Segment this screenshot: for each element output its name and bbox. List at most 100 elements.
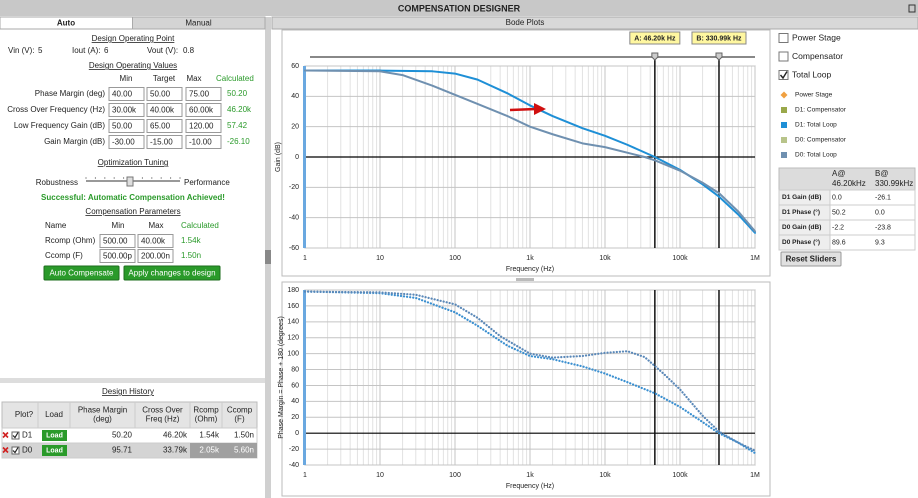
section-title: Design Operating Point bbox=[92, 34, 175, 43]
row-label: Cross Over Frequency (Hz) bbox=[7, 105, 105, 114]
input-value-box[interactable] bbox=[108, 135, 145, 149]
y-tick-label: -40 bbox=[289, 462, 299, 469]
bode-header bbox=[271, 16, 918, 30]
tab[interactable] bbox=[132, 16, 266, 30]
input-value-box[interactable] bbox=[108, 119, 145, 133]
splitter-handle[interactable] bbox=[265, 250, 271, 264]
checkbox[interactable] bbox=[778, 33, 789, 43]
input-value-box[interactable] bbox=[185, 119, 222, 133]
y-tick-label: -20 bbox=[289, 446, 299, 453]
x-axis-label: Frequency (Hz) bbox=[506, 483, 554, 490]
input-value-box[interactable] bbox=[137, 249, 174, 263]
x-tick-label: 1M bbox=[750, 472, 760, 479]
slider-thumb[interactable] bbox=[126, 176, 134, 187]
legend-marker bbox=[781, 137, 787, 143]
input-value: -30.00 bbox=[112, 138, 135, 147]
plot-name: D1 bbox=[22, 431, 33, 440]
column-header: (F) bbox=[234, 415, 245, 424]
button-label: Apply changes to design bbox=[128, 269, 215, 278]
plot-name: D0 bbox=[22, 446, 33, 455]
y-tick-label: 160 bbox=[287, 303, 299, 310]
input-value: 30.00k bbox=[112, 106, 137, 115]
legend-marker bbox=[781, 122, 787, 128]
row-label: Phase Margin (deg) bbox=[35, 89, 106, 98]
summary-value: 0.0 bbox=[875, 209, 885, 216]
summary-value: 0.0 bbox=[832, 194, 842, 201]
input-value: 40.00k bbox=[150, 106, 175, 115]
y-tick-label: 100 bbox=[287, 350, 299, 357]
input-value-box[interactable] bbox=[99, 234, 136, 248]
history-value: 1.54k bbox=[199, 431, 220, 440]
button-label: Auto Compensate bbox=[49, 269, 114, 278]
checkbox[interactable] bbox=[778, 70, 789, 80]
input-value-box[interactable] bbox=[185, 135, 222, 149]
y-tick-label: 180 bbox=[287, 287, 299, 294]
x-tick-label: 1k bbox=[526, 472, 534, 479]
column-header: Calculated bbox=[216, 74, 254, 83]
input-value-box[interactable] bbox=[185, 103, 222, 117]
bode-title: Bode Plots bbox=[506, 18, 545, 27]
reset-button[interactable] bbox=[780, 251, 842, 267]
slider-right-label: Performance bbox=[184, 178, 230, 187]
column-header: Target bbox=[153, 74, 176, 83]
cursor-label: B: 330.99k Hz bbox=[696, 35, 742, 42]
input-value-box[interactable] bbox=[99, 249, 136, 263]
input-value-box[interactable] bbox=[108, 103, 145, 117]
annotation-arrowhead bbox=[534, 103, 546, 115]
button[interactable] bbox=[43, 265, 120, 281]
x-axis-label: Frequency (Hz) bbox=[506, 266, 554, 273]
x-tick-label: 100k bbox=[672, 255, 688, 262]
input-value: 200.00n bbox=[141, 252, 170, 261]
op-label: Iout (A): bbox=[72, 46, 100, 55]
plot-checkbox[interactable] bbox=[11, 431, 20, 440]
column-header: Min bbox=[112, 221, 125, 230]
check-mark bbox=[779, 71, 788, 80]
button[interactable] bbox=[123, 265, 221, 281]
delete-icon[interactable] bbox=[2, 446, 9, 454]
summary-header-label: B@ bbox=[875, 169, 888, 178]
section-title: Optimization Tuning bbox=[98, 158, 169, 167]
summary-header-label: 46.20kHz bbox=[832, 179, 866, 188]
history-value: 50.20 bbox=[112, 431, 133, 440]
check-mark bbox=[12, 432, 19, 439]
delete-icon[interactable] bbox=[2, 431, 9, 439]
input-value-box[interactable] bbox=[108, 87, 145, 101]
history-value: 5.60n bbox=[234, 446, 254, 455]
section-title: Design History bbox=[102, 387, 154, 396]
plot-grip[interactable] bbox=[516, 278, 534, 281]
calculated-value: 50.20 bbox=[227, 89, 248, 98]
input-value-box[interactable] bbox=[185, 87, 222, 101]
curve bbox=[304, 69, 756, 233]
history-value: 33.79k bbox=[163, 446, 188, 455]
slider-left-label: Robustness bbox=[36, 178, 78, 187]
column-header: Ccomp bbox=[227, 406, 253, 415]
status-message: Successful: Automatic Compensation Achie… bbox=[41, 193, 225, 202]
op-value: 6 bbox=[104, 46, 109, 55]
checkbox[interactable] bbox=[778, 51, 789, 62]
input-value-box[interactable] bbox=[146, 135, 183, 149]
plot-checkbox[interactable] bbox=[11, 446, 20, 455]
summary-label-cell bbox=[778, 234, 831, 251]
cursor-thumb[interactable] bbox=[715, 52, 723, 61]
input-value-box[interactable] bbox=[146, 103, 183, 117]
check-mark bbox=[12, 447, 19, 454]
column-header: Phase Margin bbox=[78, 406, 127, 415]
column-header: (Ohm) bbox=[195, 415, 218, 424]
column-header: Load bbox=[45, 410, 63, 419]
y-tick-label: 40 bbox=[291, 398, 299, 405]
load-button[interactable] bbox=[42, 445, 67, 456]
input-value: 40.00 bbox=[112, 90, 133, 99]
x-tick-label: 10k bbox=[599, 255, 611, 262]
input-value-box[interactable] bbox=[137, 234, 174, 248]
cursor-thumb[interactable] bbox=[651, 52, 659, 61]
y-tick-label: -60 bbox=[289, 245, 299, 252]
window-icon[interactable] bbox=[908, 4, 916, 13]
axis-strip bbox=[303, 66, 306, 248]
load-button[interactable] bbox=[42, 430, 67, 441]
summary-row-label: D1 Gain (dB) bbox=[782, 194, 821, 201]
summary-row-label: D0 Gain (dB) bbox=[782, 224, 821, 231]
input-value-box[interactable] bbox=[146, 119, 183, 133]
input-value-box[interactable] bbox=[146, 87, 183, 101]
checkbox-label: Compensator bbox=[792, 51, 843, 61]
